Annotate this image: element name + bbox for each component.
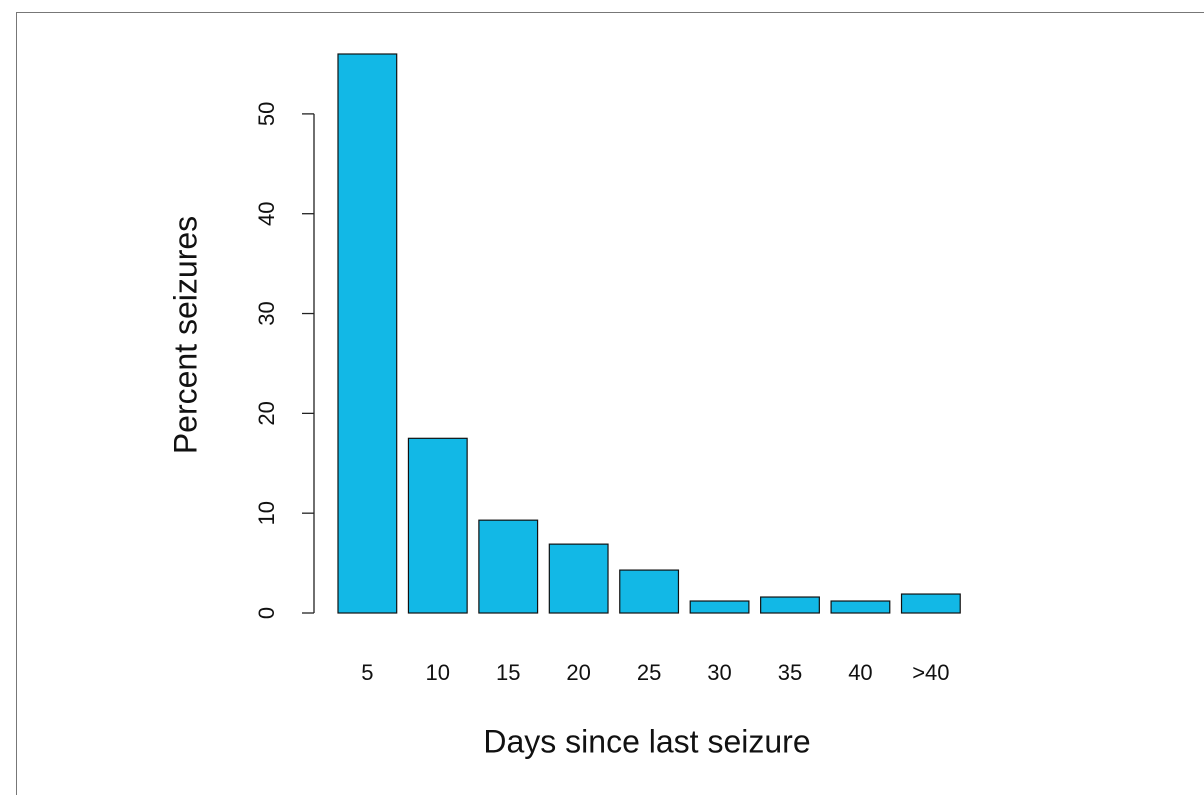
frame xyxy=(16,12,1204,795)
x-tick-label: >40 xyxy=(912,660,949,685)
y-tick-label: 20 xyxy=(254,401,279,425)
y-tick-label: 40 xyxy=(254,201,279,225)
x-tick-label: 30 xyxy=(707,660,731,685)
bar xyxy=(548,543,609,614)
y-tick-label: 50 xyxy=(254,102,279,126)
bar xyxy=(900,593,961,614)
bar xyxy=(760,596,820,614)
x-tick-label: 35 xyxy=(778,660,802,685)
y-tick-label: 0 xyxy=(254,607,279,619)
x-tick-label: 10 xyxy=(426,660,450,685)
bar xyxy=(478,519,539,614)
bar xyxy=(689,600,750,614)
bar xyxy=(337,53,398,614)
x-tick-label: 40 xyxy=(848,660,872,685)
x-axis-label: Days since last seizure xyxy=(483,723,810,759)
x-tick-label: 5 xyxy=(361,660,373,685)
bar xyxy=(407,437,468,614)
bar xyxy=(619,569,680,614)
y-tick-label: 10 xyxy=(254,501,279,525)
bar xyxy=(830,600,891,614)
x-tick-label: 20 xyxy=(566,660,590,685)
x-tick-label: 15 xyxy=(496,660,520,685)
y-tick-label: 30 xyxy=(254,301,279,325)
y-axis-label: Percent seizures xyxy=(167,216,203,454)
x-tick-label: 25 xyxy=(637,660,661,685)
